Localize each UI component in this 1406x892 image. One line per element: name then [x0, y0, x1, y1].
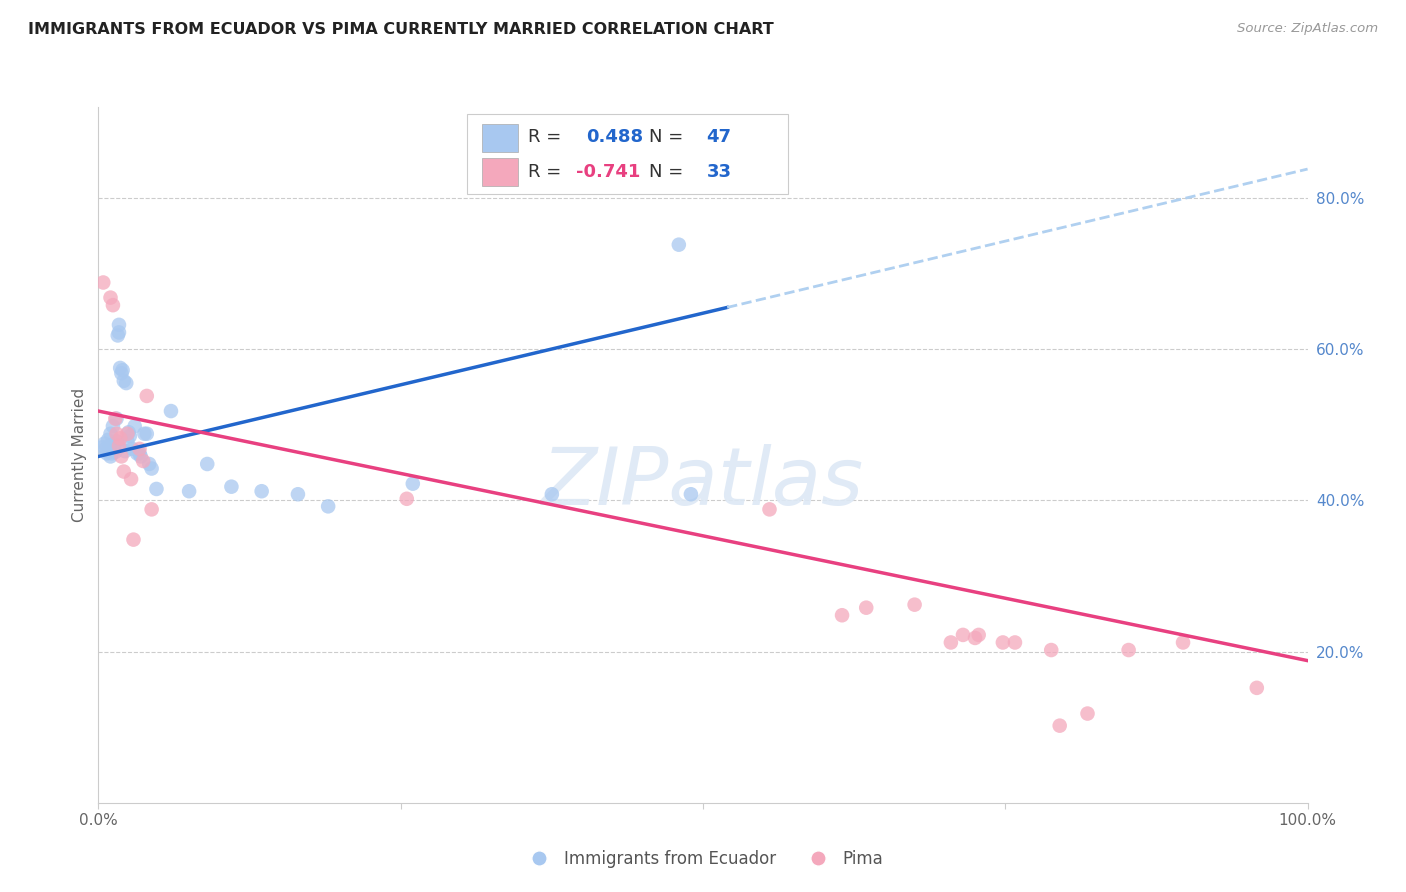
Point: [101, 419, 124, 434]
Point: [108, 431, 131, 445]
Point: [101, 298, 124, 312]
Point: [110, 450, 132, 464]
FancyBboxPatch shape: [467, 114, 787, 194]
Point: [1040, 643, 1063, 657]
Point: [132, 454, 155, 468]
Text: 0.488: 0.488: [586, 128, 643, 146]
Point: [1076, 706, 1098, 721]
Point: [118, 425, 141, 440]
Point: [107, 328, 129, 343]
Point: [105, 434, 128, 449]
Point: [758, 502, 780, 516]
Point: [129, 450, 152, 464]
Point: [395, 491, 418, 506]
Point: [112, 465, 135, 479]
Point: [952, 628, 974, 642]
Point: [98, 439, 121, 453]
Point: [96, 446, 118, 460]
Point: [105, 426, 128, 441]
Point: [93, 436, 115, 450]
Point: [141, 461, 163, 475]
Text: -0.741: -0.741: [576, 162, 640, 181]
Point: [111, 363, 134, 377]
Point: [855, 600, 877, 615]
Point: [118, 429, 141, 443]
Point: [1118, 643, 1140, 657]
Point: [108, 439, 131, 453]
Point: [287, 487, 309, 501]
Point: [110, 366, 132, 380]
Point: [108, 318, 131, 332]
Point: [195, 457, 218, 471]
Point: [221, 480, 243, 494]
Point: [127, 446, 149, 460]
Point: [120, 472, 142, 486]
Point: [965, 631, 987, 645]
Point: [135, 426, 157, 441]
Point: [100, 291, 122, 305]
Y-axis label: Currently Married: Currently Married: [72, 388, 87, 522]
Point: [124, 419, 146, 434]
Point: [103, 437, 125, 451]
Text: IMMIGRANTS FROM ECUADOR VS PIMA CURRENTLY MARRIED CORRELATION CHART: IMMIGRANTS FROM ECUADOR VS PIMA CURRENTL…: [28, 22, 773, 37]
Point: [316, 500, 339, 514]
Point: [100, 450, 122, 464]
Text: ZIPatlas: ZIPatlas: [541, 443, 865, 522]
Point: [128, 446, 150, 460]
Text: N =: N =: [648, 128, 689, 146]
Point: [679, 487, 702, 501]
Point: [104, 445, 127, 459]
Point: [1004, 635, 1026, 649]
Point: [967, 628, 990, 642]
Point: [117, 426, 139, 441]
Point: [1049, 719, 1071, 733]
Point: [991, 635, 1014, 649]
Point: [939, 635, 962, 649]
Text: R =: R =: [527, 162, 567, 181]
Text: Source: ZipAtlas.com: Source: ZipAtlas.com: [1237, 22, 1378, 36]
Point: [128, 442, 150, 456]
Text: 47: 47: [707, 128, 731, 146]
Point: [831, 608, 853, 623]
Point: [115, 376, 138, 390]
Point: [114, 444, 136, 458]
Point: [541, 487, 564, 501]
Bar: [482, 124, 517, 153]
Point: [250, 484, 273, 499]
Point: [112, 374, 135, 388]
Point: [134, 426, 156, 441]
Point: [105, 411, 128, 425]
Point: [121, 442, 143, 456]
Text: R =: R =: [527, 128, 567, 146]
Text: 33: 33: [707, 162, 731, 181]
Point: [100, 426, 122, 441]
Bar: [482, 158, 517, 186]
Legend: Immigrants from Ecuador, Pima: Immigrants from Ecuador, Pima: [516, 843, 890, 874]
Point: [91, 441, 114, 455]
Text: N =: N =: [648, 162, 689, 181]
Point: [91, 276, 114, 290]
Point: [97, 433, 120, 447]
Point: [122, 533, 145, 547]
Point: [141, 502, 163, 516]
Point: [1171, 635, 1194, 649]
Point: [108, 361, 131, 376]
Point: [94, 442, 117, 456]
Point: [904, 598, 927, 612]
Point: [1246, 681, 1268, 695]
Point: [108, 326, 131, 340]
Point: [402, 476, 425, 491]
Point: [117, 434, 139, 449]
Point: [100, 446, 122, 460]
Point: [104, 411, 127, 425]
Point: [179, 484, 201, 499]
Point: [138, 457, 160, 471]
Point: [135, 389, 157, 403]
Point: [160, 404, 183, 418]
Point: [145, 482, 167, 496]
Point: [668, 237, 690, 252]
